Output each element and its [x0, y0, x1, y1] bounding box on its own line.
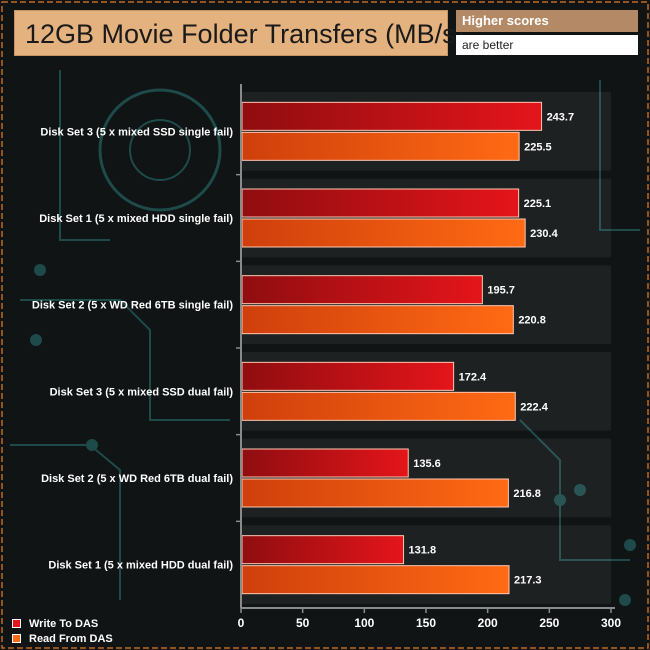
circuit-node — [34, 264, 46, 276]
bar-read — [241, 565, 510, 595]
category-bands — [241, 92, 611, 604]
bar-read — [241, 218, 526, 248]
bar-read — [241, 478, 509, 508]
bar-read — [241, 131, 520, 161]
bar-read — [241, 391, 516, 421]
legend-swatch-write — [12, 619, 21, 628]
are-better-note: are better — [456, 35, 638, 55]
data-label: 216.8 — [513, 488, 541, 500]
circuit-node — [554, 494, 566, 506]
legend-label-write: Write To DAS — [29, 617, 99, 630]
bar-write — [241, 101, 543, 131]
bar-write — [241, 275, 483, 305]
bar-write — [241, 361, 455, 391]
x-tick-label: 100 — [354, 616, 374, 630]
data-label: 230.4 — [530, 228, 558, 240]
circuit-node — [86, 439, 98, 451]
data-label: 135.6 — [413, 458, 441, 470]
x-tick-label: 150 — [416, 616, 436, 630]
bar-group — [241, 101, 543, 595]
bar-write — [241, 188, 520, 218]
circuit-trace — [519, 419, 630, 561]
higher-scores-note: Higher scores — [456, 10, 638, 32]
legend: Write To DAS Read From DAS — [12, 616, 113, 646]
data-label: 220.8 — [518, 315, 546, 327]
circuit-node — [619, 594, 631, 606]
data-label: 195.7 — [487, 285, 515, 297]
label-group: Disk Set 3 (5 x mixed SSD single fail) 24… — [32, 111, 621, 630]
bar-write — [241, 448, 409, 478]
category-label: Disk Set 2 (5 x WD Red 6TB single fail) — [32, 300, 233, 312]
legend-item-write: Write To DAS — [12, 616, 113, 631]
data-label: 243.7 — [547, 111, 575, 123]
legend-swatch-read — [12, 634, 21, 643]
circuit-trace — [59, 70, 110, 241]
x-tick-label: 50 — [296, 616, 310, 630]
bar-write — [241, 535, 405, 565]
category-label: Disk Set 1 (5 x mixed HDD single fail) — [39, 213, 233, 225]
data-label: 222.4 — [520, 401, 548, 413]
circuit-node — [624, 539, 636, 551]
x-tick-label: 0 — [238, 616, 245, 630]
data-label: 131.8 — [409, 545, 437, 557]
circuit-ring-inner — [129, 119, 191, 181]
circuit-trace — [599, 80, 640, 231]
data-label: 217.3 — [514, 575, 542, 587]
category-label: Disk Set 3 (5 x mixed SSD dual fail) — [50, 386, 234, 398]
x-tick-label: 300 — [601, 616, 621, 630]
category-label: Disk Set 1 (5 x mixed HDD dual fail) — [48, 560, 233, 572]
circuit-node — [30, 334, 42, 346]
circuit-node — [574, 484, 586, 496]
axis-group — [236, 84, 615, 613]
bar-read — [241, 305, 514, 335]
circuit-ring — [98, 88, 222, 212]
circuit-trace — [20, 299, 230, 421]
x-tick-label: 250 — [539, 616, 559, 630]
circuit-trace — [10, 444, 121, 600]
data-label: 225.1 — [524, 198, 552, 210]
category-label: Disk Set 3 (5 x mixed SSD single fail) — [40, 126, 233, 138]
legend-label-read: Read From DAS — [29, 632, 113, 645]
chart-title: 12GB Movie Folder Transfers (MB/s) — [14, 10, 465, 56]
data-label: 172.4 — [459, 371, 487, 383]
category-label: Disk Set 2 (5 x WD Red 6TB dual fail) — [41, 473, 233, 485]
legend-item-read: Read From DAS — [12, 631, 113, 646]
x-tick-label: 200 — [478, 616, 498, 630]
data-label: 225.5 — [524, 141, 552, 153]
